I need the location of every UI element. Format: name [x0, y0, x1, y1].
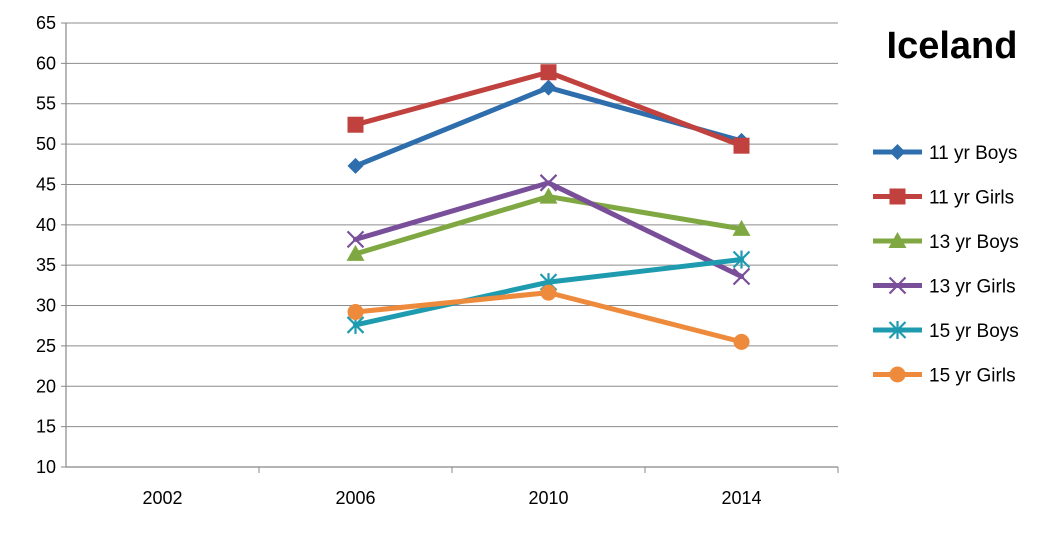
chart-title: Iceland	[887, 25, 1018, 67]
y-tick-label: 35	[36, 255, 56, 275]
y-tick-label: 15	[36, 417, 56, 437]
data-point	[346, 230, 365, 249]
legend-marker	[888, 276, 907, 295]
data-point	[347, 157, 364, 174]
y-tick-labels: 10 15 20 25 30 35 40 45 50 55 60 65	[36, 13, 66, 477]
data-point	[732, 267, 751, 286]
legend-item: 11 yr Boys	[873, 143, 1017, 164]
legend-label: 15 yr Boys	[929, 321, 1019, 342]
legend-item: 13 yr Boys	[873, 232, 1019, 253]
legend-marker	[888, 232, 907, 248]
legend-label: 11 yr Girls	[929, 188, 1014, 209]
y-tick-label: 45	[36, 174, 56, 194]
data-point	[539, 187, 558, 204]
data-series	[346, 64, 751, 350]
y-tick-label: 60	[36, 53, 56, 73]
legend-item: 15 yr Boys	[873, 321, 1019, 342]
legend-marker	[889, 366, 906, 383]
legend-marker	[889, 188, 906, 205]
x-tick-label: 2002	[142, 488, 182, 508]
y-tick-label: 10	[36, 457, 56, 477]
legend-item: 13 yr Girls	[873, 277, 1016, 298]
x-tick-label: 2010	[528, 488, 568, 508]
series-line	[353, 85, 744, 169]
data-point	[732, 250, 751, 269]
legend-item: 11 yr Girls	[873, 188, 1014, 209]
series-11-yr-girls	[347, 64, 750, 154]
legend-label: 15 yr Girls	[929, 366, 1016, 387]
legend-marker	[889, 144, 906, 160]
y-tick-label: 40	[36, 215, 56, 235]
axes	[65, 23, 838, 468]
x-tick-label: 2014	[721, 488, 761, 508]
legend-label: 13 yr Girls	[929, 277, 1016, 298]
data-point	[540, 64, 557, 81]
x-tick-label: 2006	[335, 488, 375, 508]
series-15-yr-girls	[347, 284, 750, 350]
series-13-yr-boys	[346, 187, 751, 261]
data-point	[540, 79, 557, 96]
data-point	[732, 219, 751, 236]
data-point	[540, 284, 557, 301]
data-point	[733, 137, 750, 154]
data-point	[347, 304, 364, 321]
series-13-yr-girls	[346, 174, 751, 286]
data-point	[539, 174, 558, 192]
y-tick-label: 25	[36, 336, 56, 356]
legend-marker	[888, 321, 907, 339]
legend-label: 11 yr Boys	[929, 143, 1017, 164]
data-point	[347, 116, 364, 133]
y-tick-label: 20	[36, 376, 56, 396]
data-point	[733, 333, 750, 350]
y-tick-label: 65	[36, 13, 56, 33]
y-tick-label: 55	[36, 94, 56, 114]
legend-label: 13 yr Boys	[929, 232, 1019, 253]
x-tick-labels: 2002 2006 2010 2014	[142, 467, 839, 508]
y-tick-label: 30	[36, 296, 56, 316]
data-point	[346, 244, 365, 261]
legend-item: 15 yr Girls	[873, 366, 1016, 387]
legend: 11 yr Boys 11 yr Girls 13 yr Boys 13 yr Gir…	[873, 143, 1019, 387]
y-tick-label: 50	[36, 134, 56, 154]
